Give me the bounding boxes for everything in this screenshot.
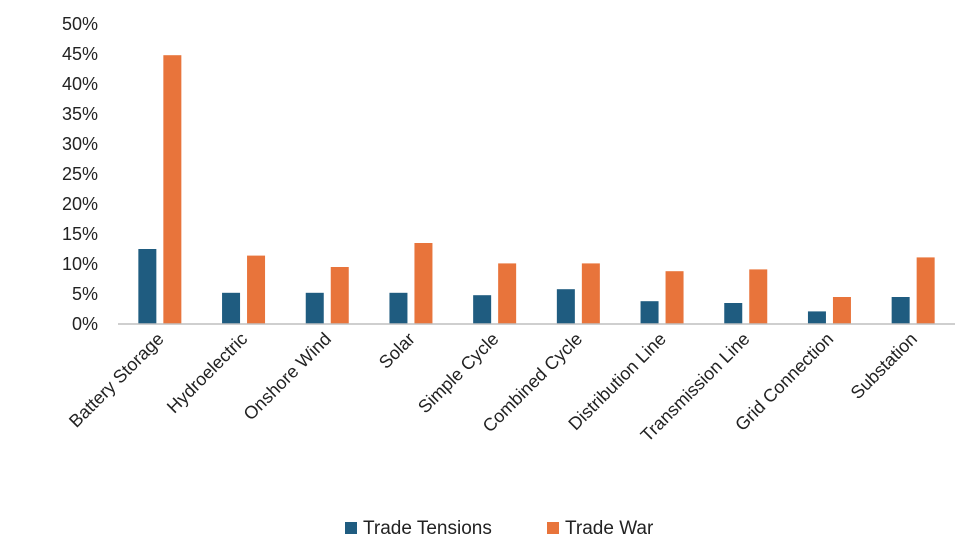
bar-trade-war (916, 257, 935, 324)
bar-trade-war (832, 297, 851, 324)
bar-trade-tensions (891, 297, 910, 324)
bar-trade-tensions (640, 301, 659, 324)
bar-trade-war (749, 269, 768, 324)
legend-swatch (547, 522, 559, 534)
bar-trade-tensions (305, 292, 324, 324)
y-tick-label: 25% (62, 164, 98, 184)
y-tick-label: 5% (72, 284, 98, 304)
y-tick-label: 40% (62, 74, 98, 94)
legend-swatch (345, 522, 357, 534)
bar-trade-war (163, 55, 182, 324)
y-tick-label: 45% (62, 44, 98, 64)
bar-trade-tensions (138, 249, 157, 324)
y-axis: 0% 5% 10% 15% 20% 25% 30% 35% 40% 45% 50% (62, 14, 98, 334)
x-tick-label: Onshore Wind (240, 329, 336, 425)
y-tick-label: 50% (62, 14, 98, 34)
bar-trade-war (330, 267, 349, 324)
bar-trade-tensions (473, 295, 492, 324)
legend-label: Trade War (565, 518, 654, 539)
y-tick-label: 30% (62, 134, 98, 154)
bar-trade-war (414, 243, 433, 324)
bar-trade-war (247, 255, 266, 324)
y-tick-label: 0% (72, 314, 98, 334)
bar-trade-war (665, 271, 684, 324)
bar-trade-war (581, 263, 600, 324)
y-tick-label: 10% (62, 254, 98, 274)
bar-trade-tensions (724, 303, 743, 324)
bar-trade-tensions (222, 292, 241, 324)
x-tick-label: Battery Storage (65, 329, 168, 432)
x-tick-label: Simple Cycle (414, 329, 502, 417)
legend-label: Trade Tensions (363, 518, 492, 539)
y-tick-label: 20% (62, 194, 98, 214)
legend: Trade Tensions Trade War (345, 518, 654, 539)
bars (138, 55, 935, 324)
x-tick-label: Solar (375, 329, 419, 373)
y-tick-label: 15% (62, 224, 98, 244)
bar-trade-tensions (807, 311, 826, 324)
y-tick-label: 35% (62, 104, 98, 124)
x-tick-label: Substation (847, 329, 921, 403)
bar-trade-tensions (556, 289, 575, 324)
bar-trade-tensions (389, 292, 408, 324)
bar-trade-war (498, 263, 517, 324)
x-tick-label: Hydroelectric (163, 329, 251, 417)
